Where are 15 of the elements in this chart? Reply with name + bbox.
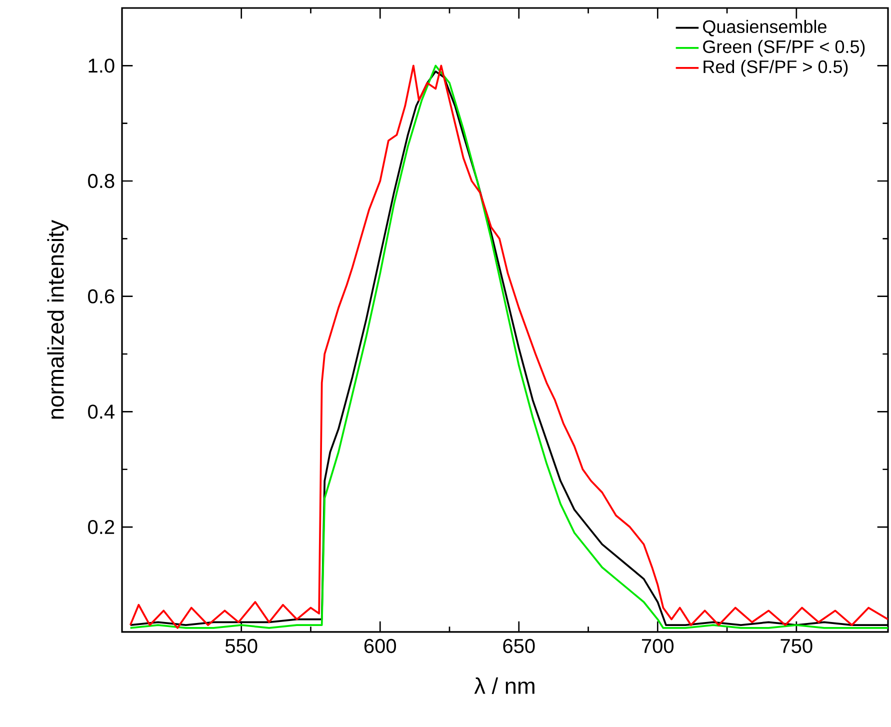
y-tick-label: 0.8 — [88, 174, 114, 188]
legend-label: Green (SF/PF < 0.5) — [703, 40, 865, 57]
y-tick-label: 1.0 — [88, 58, 114, 73]
y-tick-label: 0.4 — [88, 404, 114, 419]
y-tick-label: 0.2 — [88, 520, 114, 534]
legend-label: Quasiensemble — [703, 20, 826, 36]
y-axis-title: normalized intensity — [47, 220, 68, 419]
x-tick-label: 700 — [642, 638, 674, 654]
x-tick-label: 650 — [503, 638, 535, 654]
x-tick-label: 600 — [364, 638, 396, 654]
x-tick-label: 750 — [780, 638, 812, 654]
x-axis-title: λ / nm — [474, 677, 534, 694]
y-tick-label: 0.6 — [88, 289, 114, 304]
legend-label: Red (SF/PF > 0.5) — [704, 60, 848, 77]
x-tick-label: 550 — [225, 638, 258, 654]
